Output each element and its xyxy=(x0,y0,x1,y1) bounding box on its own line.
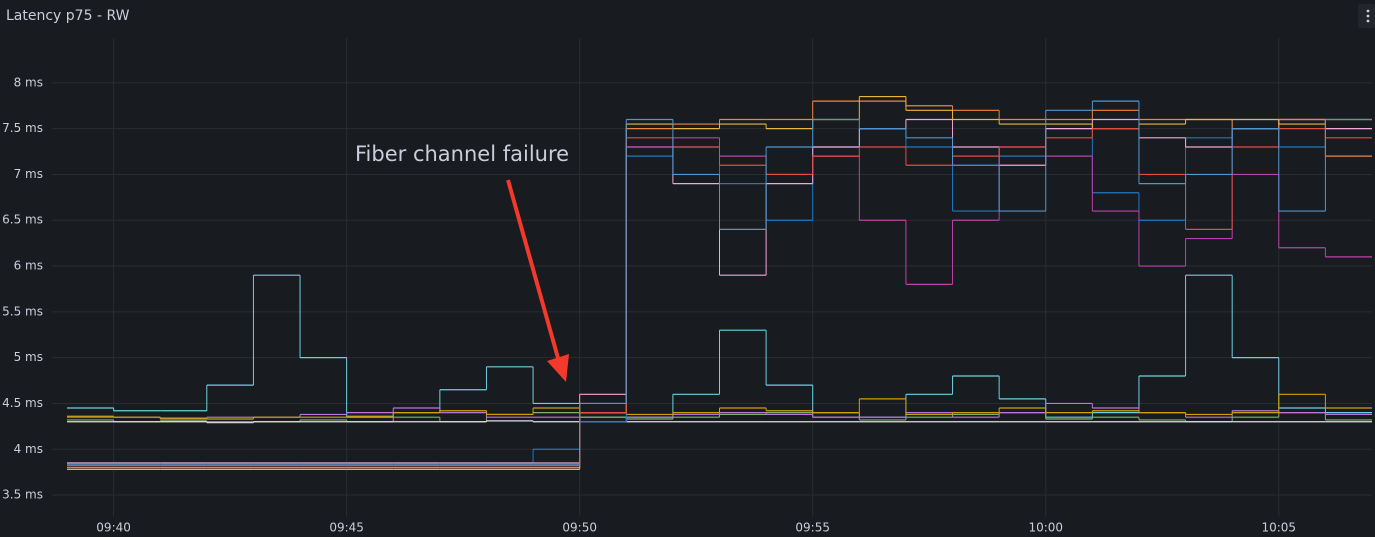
menu-dot xyxy=(1366,14,1370,18)
menu-dot xyxy=(1366,19,1370,23)
series-lines xyxy=(67,95,1372,471)
y-tick-label: 8 ms xyxy=(14,75,43,89)
y-tick-label: 6.5 ms xyxy=(2,213,43,227)
series xyxy=(67,100,1372,466)
y-tick-label: 5.5 ms xyxy=(2,304,43,318)
panel-title: Latency p75 - RW xyxy=(6,8,130,24)
x-tick-label: 10:00 xyxy=(1028,521,1063,535)
annotation-arrow xyxy=(506,179,569,382)
x-tick-label: 10:05 xyxy=(1261,521,1296,535)
menu-button[interactable] xyxy=(1358,4,1375,28)
y-tick-label: 4.5 ms xyxy=(2,396,43,410)
axis-labels: 3.5 ms 4 ms 4.5 ms 5 ms 5.5 ms 6 ms 6.5 ms 7 ms… xyxy=(2,75,1296,534)
y-tick-label: 7 ms xyxy=(14,167,43,181)
y-tick-label: 4 ms xyxy=(14,442,43,456)
x-tick-label: 09:45 xyxy=(329,521,364,535)
panel-menu[interactable] xyxy=(1358,4,1375,28)
y-tick-label: 6 ms xyxy=(14,259,43,273)
arrow-head xyxy=(547,354,569,382)
y-tick-label: 7.5 ms xyxy=(2,121,43,135)
series xyxy=(67,393,1372,420)
menu-dot xyxy=(1366,9,1370,13)
x-tick-label: 09:55 xyxy=(795,521,830,535)
annotation-text: Fiber channel failure xyxy=(355,142,569,166)
grid xyxy=(52,38,1372,517)
x-tick-label: 09:40 xyxy=(96,521,131,535)
arrow-shaft xyxy=(506,179,560,359)
x-tick-label: 09:50 xyxy=(562,521,597,535)
y-tick-label: 3.5 ms xyxy=(2,488,43,502)
y-tick-label: 5 ms xyxy=(14,350,43,364)
